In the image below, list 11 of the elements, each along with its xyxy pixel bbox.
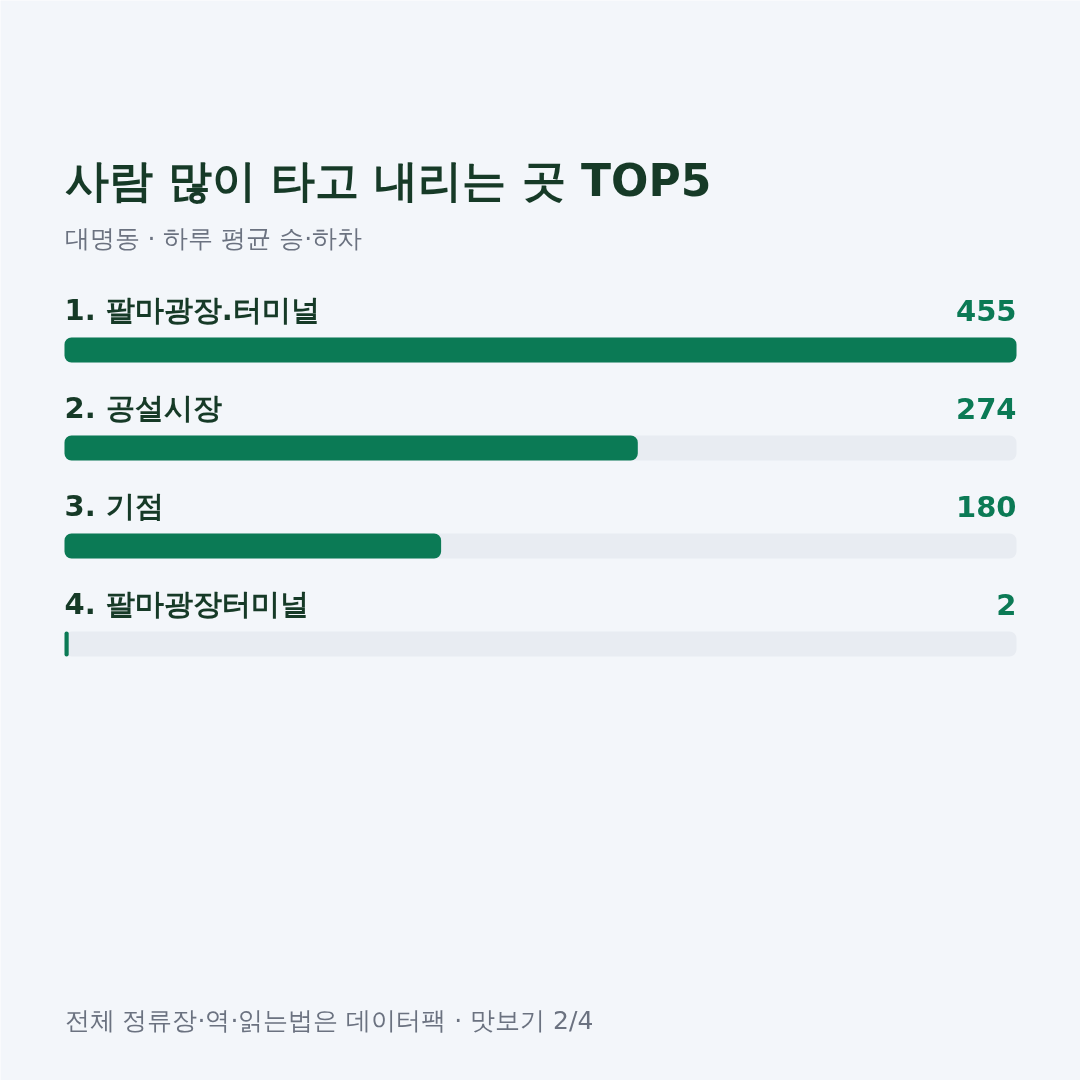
data-label: 455 bbox=[955, 293, 1017, 328]
text: 전체 정류장·역·읽는법은 데이터팩 · 맛보기 2/4 bbox=[64, 1006, 594, 1035]
data-label: 274 bbox=[955, 391, 1017, 426]
y-tick-label: 2. 공설시장 bbox=[64, 391, 222, 425]
y-tick-label: 1. 팔마광장.터미널 bbox=[64, 293, 320, 327]
y-tick-label: 3. 기점 bbox=[64, 489, 164, 523]
data-label: 180 bbox=[955, 489, 1017, 524]
chart-title: 사람 많이 타고 내리는 곳 TOP5 bbox=[64, 155, 712, 206]
y-tick-label: 4. 팔마광장터미널 bbox=[64, 587, 309, 621]
chart-subtitle: 대명동 · 하루 평균 승·하차 bbox=[64, 224, 363, 253]
data-label: 2 bbox=[996, 587, 1017, 622]
